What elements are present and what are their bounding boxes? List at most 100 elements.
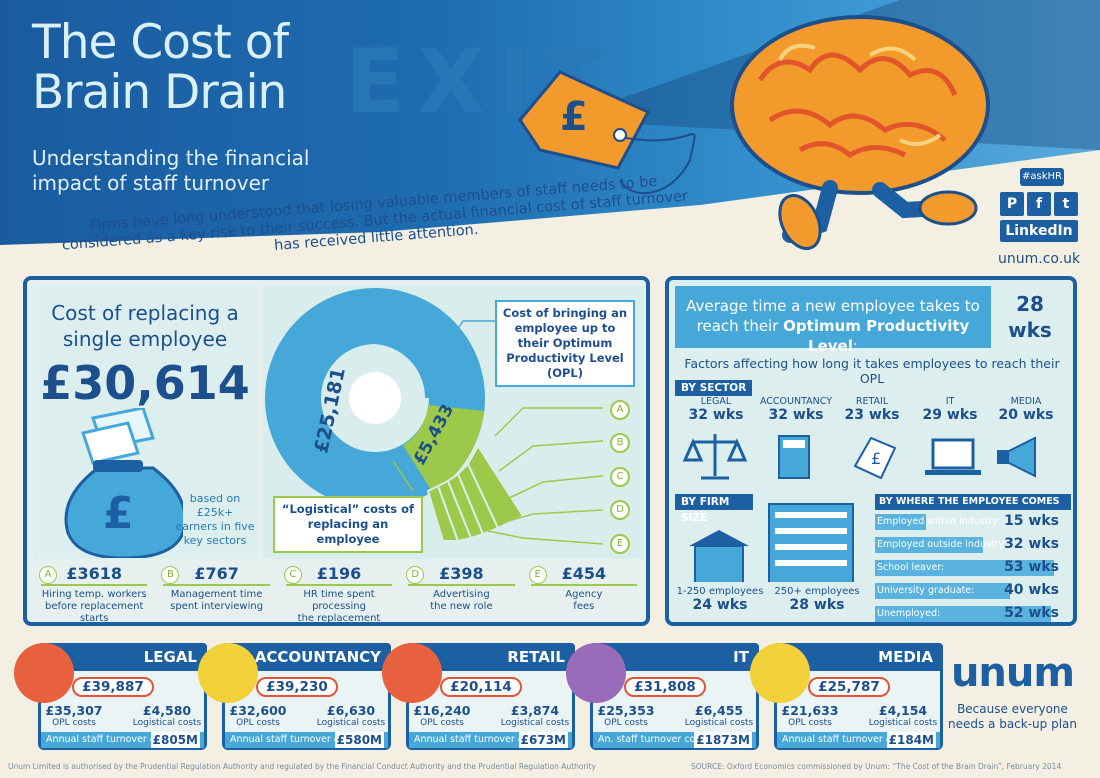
card-annual: Annual staff turnover cost: £805M [41, 732, 204, 748]
card-log: £3,874 [510, 703, 560, 718]
where-bar [875, 560, 1055, 576]
card-log: £6,455 [694, 703, 744, 718]
card-log-label: Logistical costs [868, 718, 938, 728]
brand-tagline: Because everyone needs a back-up plan [947, 702, 1078, 731]
cost-item-b: B £767 Management time spent interviewing [155, 564, 277, 620]
card-opl-label: OPL costs [420, 718, 464, 728]
cost-summary: Cost of replacing a single employee £30,… [33, 286, 257, 559]
donut-logistical-segment [402, 403, 484, 493]
firm-large: 250+ employees 28 wks [774, 586, 860, 613]
sector-icons: £ [682, 434, 1036, 480]
factors-heading: Factors affecting how long it takes empl… [684, 356, 1060, 386]
cost-item-e: E £454 Agency fees [523, 564, 645, 620]
item-letter: A [39, 566, 57, 584]
letter-c: C [610, 467, 630, 487]
where-bar [875, 606, 1051, 622]
card-opl-label: OPL costs [52, 718, 96, 728]
opl-heading: Average time a new employee takes to rea… [675, 286, 991, 355]
card-opl-label: OPL costs [236, 718, 280, 728]
header-banner: EXIT £ The Cost of Brain Drain Understan… [0, 0, 1100, 265]
where-bar [875, 537, 984, 553]
letter-b: B [610, 433, 630, 453]
sector-media: MEDIA 20 wks [998, 396, 1054, 423]
item-letter: E [528, 566, 547, 584]
cost-note: based on £25k+ earners in five key secto… [175, 492, 255, 547]
footer-source: SOURCE: Oxford Economics commissioned by… [691, 762, 1062, 771]
logistical-fan [426, 444, 525, 543]
price-tag-icon: £ [853, 436, 897, 480]
twitter-icon[interactable]: t [1054, 192, 1078, 216]
calculator-icon [778, 435, 810, 479]
website-link[interactable]: unum.co.uk [998, 251, 1081, 267]
linkedin-icon[interactable]: LinkedIn [1000, 220, 1078, 242]
card-annual: Annual staff turnover cost: £580M [225, 732, 388, 748]
where-bar [875, 514, 926, 530]
brand-block: unum Because everyone needs a back-up pla… [945, 650, 1080, 732]
cost-item-a: A £3618 Hiring temp. workers before repla… [33, 564, 155, 624]
item-desc: HR time spent processing the replacement [297, 589, 381, 624]
letter-e: E [610, 534, 630, 554]
card-annual: Annual staff turnover cost: £673M [409, 732, 572, 748]
cost-heading-line1: Cost of replacing a [51, 301, 239, 325]
svg-text:£: £ [871, 449, 881, 468]
card-log-label: Logistical costs [132, 718, 202, 728]
opl-heading-line1: Average time a new employee takes to [686, 297, 980, 315]
page-title-line2: Brain Drain [32, 65, 287, 120]
price-tag-icon [382, 643, 442, 703]
cost-heading-line2: single employee [62, 327, 228, 351]
card-log: £4,154 [878, 703, 928, 718]
cost-breakdown: £25,181 £5,433 Cost of bringing an emplo… [263, 286, 644, 559]
sector-it: IT 29 wks [922, 396, 978, 423]
item-desc: Management time spent interviewing [170, 589, 264, 612]
card-opl: £35,307 [45, 703, 103, 718]
where-row-school: School leaver: 53 wks [875, 559, 1059, 576]
card-log: £4,580 [142, 703, 192, 718]
money-bag-icon: £ [64, 408, 183, 558]
card-log-label: Logistical costs [316, 718, 386, 728]
footer-legal: Unum Limited is authorised by the Pruden… [8, 762, 596, 771]
card-total: £39,230 [256, 677, 338, 697]
opl-average-value: 28 wks [993, 286, 1067, 348]
cost-heading: Cost of replacing a single employee [33, 300, 257, 352]
card-total: £20,114 [440, 677, 522, 697]
opl-panel: Average time a new employee takes to rea… [665, 276, 1077, 626]
laptop-icon [566, 643, 626, 703]
cost-value: £30,614 [40, 356, 250, 410]
footer: Unum Limited is authorised by the Pruden… [8, 762, 1093, 771]
card-log-label: Logistical costs [684, 718, 754, 728]
pinterest-icon[interactable]: P [1000, 192, 1024, 216]
cost-item-d: D £398 Advertising the new role [400, 564, 522, 620]
item-desc: Agency fees [565, 589, 603, 612]
where-row-within: Employed within industry: 15 wks [875, 513, 1059, 530]
item-desc: Hiring temp. workers before replacement s… [41, 589, 147, 624]
scales-icon [682, 434, 748, 480]
item-desc: Advertising the new role [430, 589, 493, 612]
where-row-outside: Employed outside industry: 32 wks [875, 536, 1059, 553]
subtitle-line2: impact of staff turnover [32, 171, 270, 195]
megaphone-icon [997, 436, 1036, 478]
sector-legal: LEGAL 32 wks [688, 396, 744, 423]
building-icons [689, 503, 854, 582]
logistical-callout: “Logistical” costs of replacing an emplo… [273, 496, 423, 553]
card-opl: £32,600 [229, 703, 287, 718]
card-log-label: Logistical costs [500, 718, 570, 728]
letter-a: A [610, 400, 630, 420]
replacement-cost-panel: Cost of replacing a single employee £30,… [23, 276, 650, 626]
cost-donut-chart: £25,181 £5,433 [265, 288, 604, 545]
unum-logo[interactable]: unum [950, 650, 1075, 696]
card-log: £6,630 [326, 703, 376, 718]
sector-retail: RETAIL 23 wks [844, 396, 900, 423]
hashtag-badge[interactable]: #askHR [1020, 168, 1064, 186]
card-annual: Annual staff turnover cost: £184M [777, 732, 940, 748]
megaphone-icon [750, 643, 810, 703]
opl-heading-line2: reach their Optimum Productivity Level: [696, 317, 970, 355]
facebook-icon[interactable]: f [1027, 192, 1051, 216]
item-letter: D [406, 566, 425, 584]
card-opl: £25,353 [597, 703, 655, 718]
card-opl: £21,633 [781, 703, 839, 718]
card-total: £39,887 [72, 677, 154, 697]
card-total: £25,787 [808, 677, 890, 697]
where-bar [875, 583, 1011, 599]
brain-illustration [730, 15, 990, 250]
card-opl: £16,240 [413, 703, 471, 718]
